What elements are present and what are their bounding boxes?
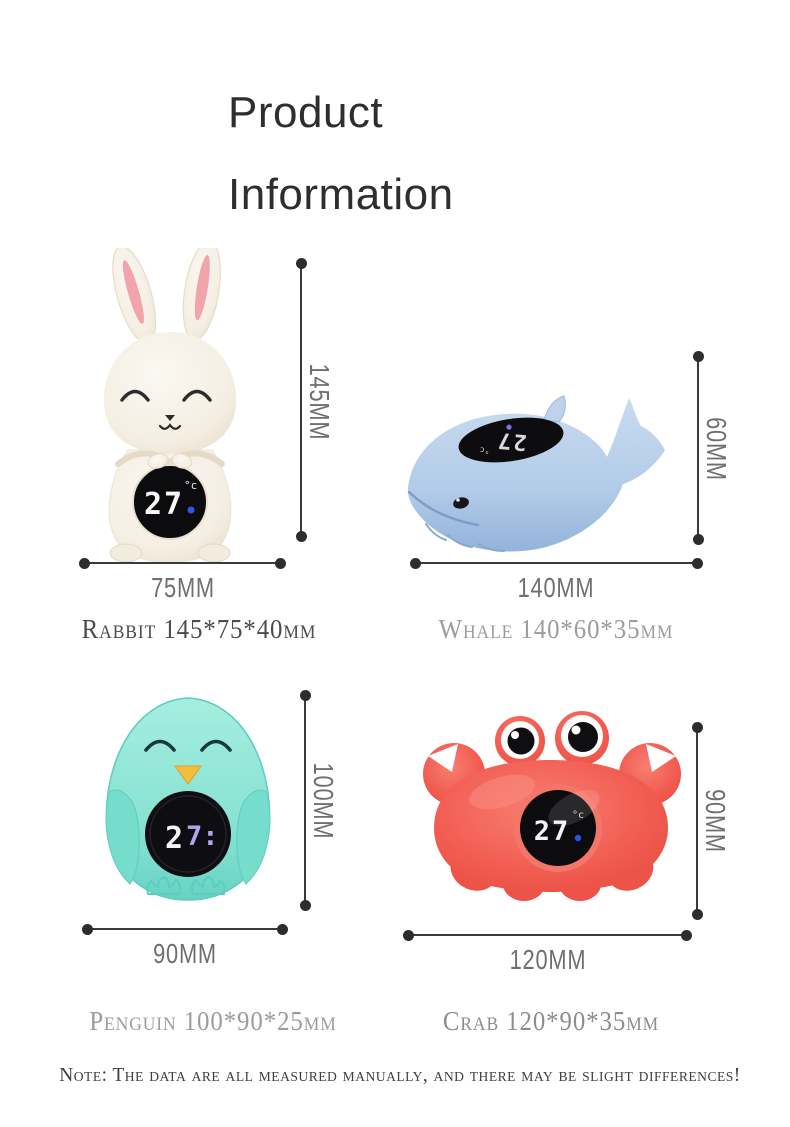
rabbit-width-dimension-line (79, 557, 286, 569)
crab-height-label: 90MM (700, 789, 731, 853)
rabbit-display-unit: °c (184, 479, 197, 492)
measurement-note: Note: The data are all measured manually… (59, 1064, 741, 1086)
whale-width-label: 140MM (517, 572, 595, 603)
whale-caption: Whale 140*60*35mm (438, 614, 674, 644)
whale-display-value: 27 (495, 427, 528, 455)
rabbit-left-hand (147, 453, 169, 469)
crab-display-gloss (548, 789, 600, 827)
whale-fin-icon (543, 395, 566, 423)
crab-width-label: 120MM (509, 944, 587, 975)
crab-left-eye (495, 716, 545, 766)
whale-height-label: 60MM (701, 417, 732, 481)
penguin-left-wing (105, 789, 140, 885)
whale-belly-groove (477, 543, 505, 552)
penguin-display-value: 2 (165, 821, 183, 856)
crab-display-value: 27 (534, 816, 571, 847)
penguin-display-value-alt: 7: (186, 821, 219, 852)
penguin-display-ring (149, 795, 227, 873)
rabbit-right-hand (171, 453, 193, 469)
rabbit-left-ear-icon (112, 248, 157, 344)
page-title-line1: Product (228, 88, 384, 137)
rabbit-right-eye (182, 389, 212, 402)
whale-display-screen: 27 °c (458, 417, 564, 463)
crab-caption: Crab 120*90*35mm (442, 1006, 660, 1036)
rabbit-right-ear-icon (182, 248, 221, 341)
crab-width-dimension-line (403, 929, 692, 941)
penguin-height-label: 100MM (308, 762, 339, 840)
rabbit-display-dot (187, 506, 195, 514)
penguin-caption: Penguin 100*90*25mm (89, 1006, 337, 1036)
rabbit-left-eye (120, 389, 150, 402)
penguin-illustration: 2 7: (105, 697, 271, 901)
rabbit-display-screen (132, 464, 208, 540)
whale-mouth (407, 490, 480, 527)
rabbit-display-value: 27 (144, 487, 184, 522)
page-title-line2: Information (228, 170, 454, 219)
penguin-height-dimension-line (299, 690, 311, 911)
penguin-width-label: 90MM (153, 938, 217, 969)
penguin-display-screen (145, 791, 231, 877)
penguin-beak-icon (174, 765, 202, 785)
penguin-right-foot (191, 876, 226, 895)
penguin-left-eye (144, 739, 176, 752)
whale-eye-highlight (456, 498, 460, 502)
whale-belly-groove (425, 523, 447, 541)
rabbit-right-foot (197, 543, 231, 563)
rabbit-width-label: 75MM (151, 572, 215, 603)
crab-display-screen (520, 790, 596, 866)
rabbit-caption: Rabbit 145*75*40mm (81, 614, 317, 644)
crab-right-eye (555, 711, 609, 765)
whale-height-dimension-line (692, 351, 704, 545)
crab-display-dot (574, 834, 582, 842)
crab-illustration: 27 °c (423, 711, 681, 901)
rabbit-nose (165, 415, 175, 421)
crab-display-unit: °c (572, 810, 584, 821)
whale-illustration: 27 °c (407, 395, 665, 552)
penguin-left-foot (146, 876, 181, 895)
crab-height-dimension-line (691, 722, 703, 920)
whale-display-unit: °c (479, 445, 490, 455)
whale-belly-groove (447, 534, 473, 548)
penguin-right-wing (236, 789, 271, 885)
rabbit-height-dimension-line (295, 258, 307, 542)
whale-width-dimension-line (410, 557, 703, 569)
rabbit-mouth (158, 423, 182, 430)
rabbit-height-label: 145MM (304, 363, 335, 441)
rabbit-head (103, 332, 237, 454)
rabbit-left-foot (109, 543, 143, 563)
crab-body-highlight (469, 774, 535, 810)
penguin-width-dimension-line (82, 923, 288, 935)
whale-display-dot (506, 424, 512, 430)
penguin-right-eye (200, 739, 232, 752)
rabbit-illustration: 27 °c (103, 248, 237, 563)
